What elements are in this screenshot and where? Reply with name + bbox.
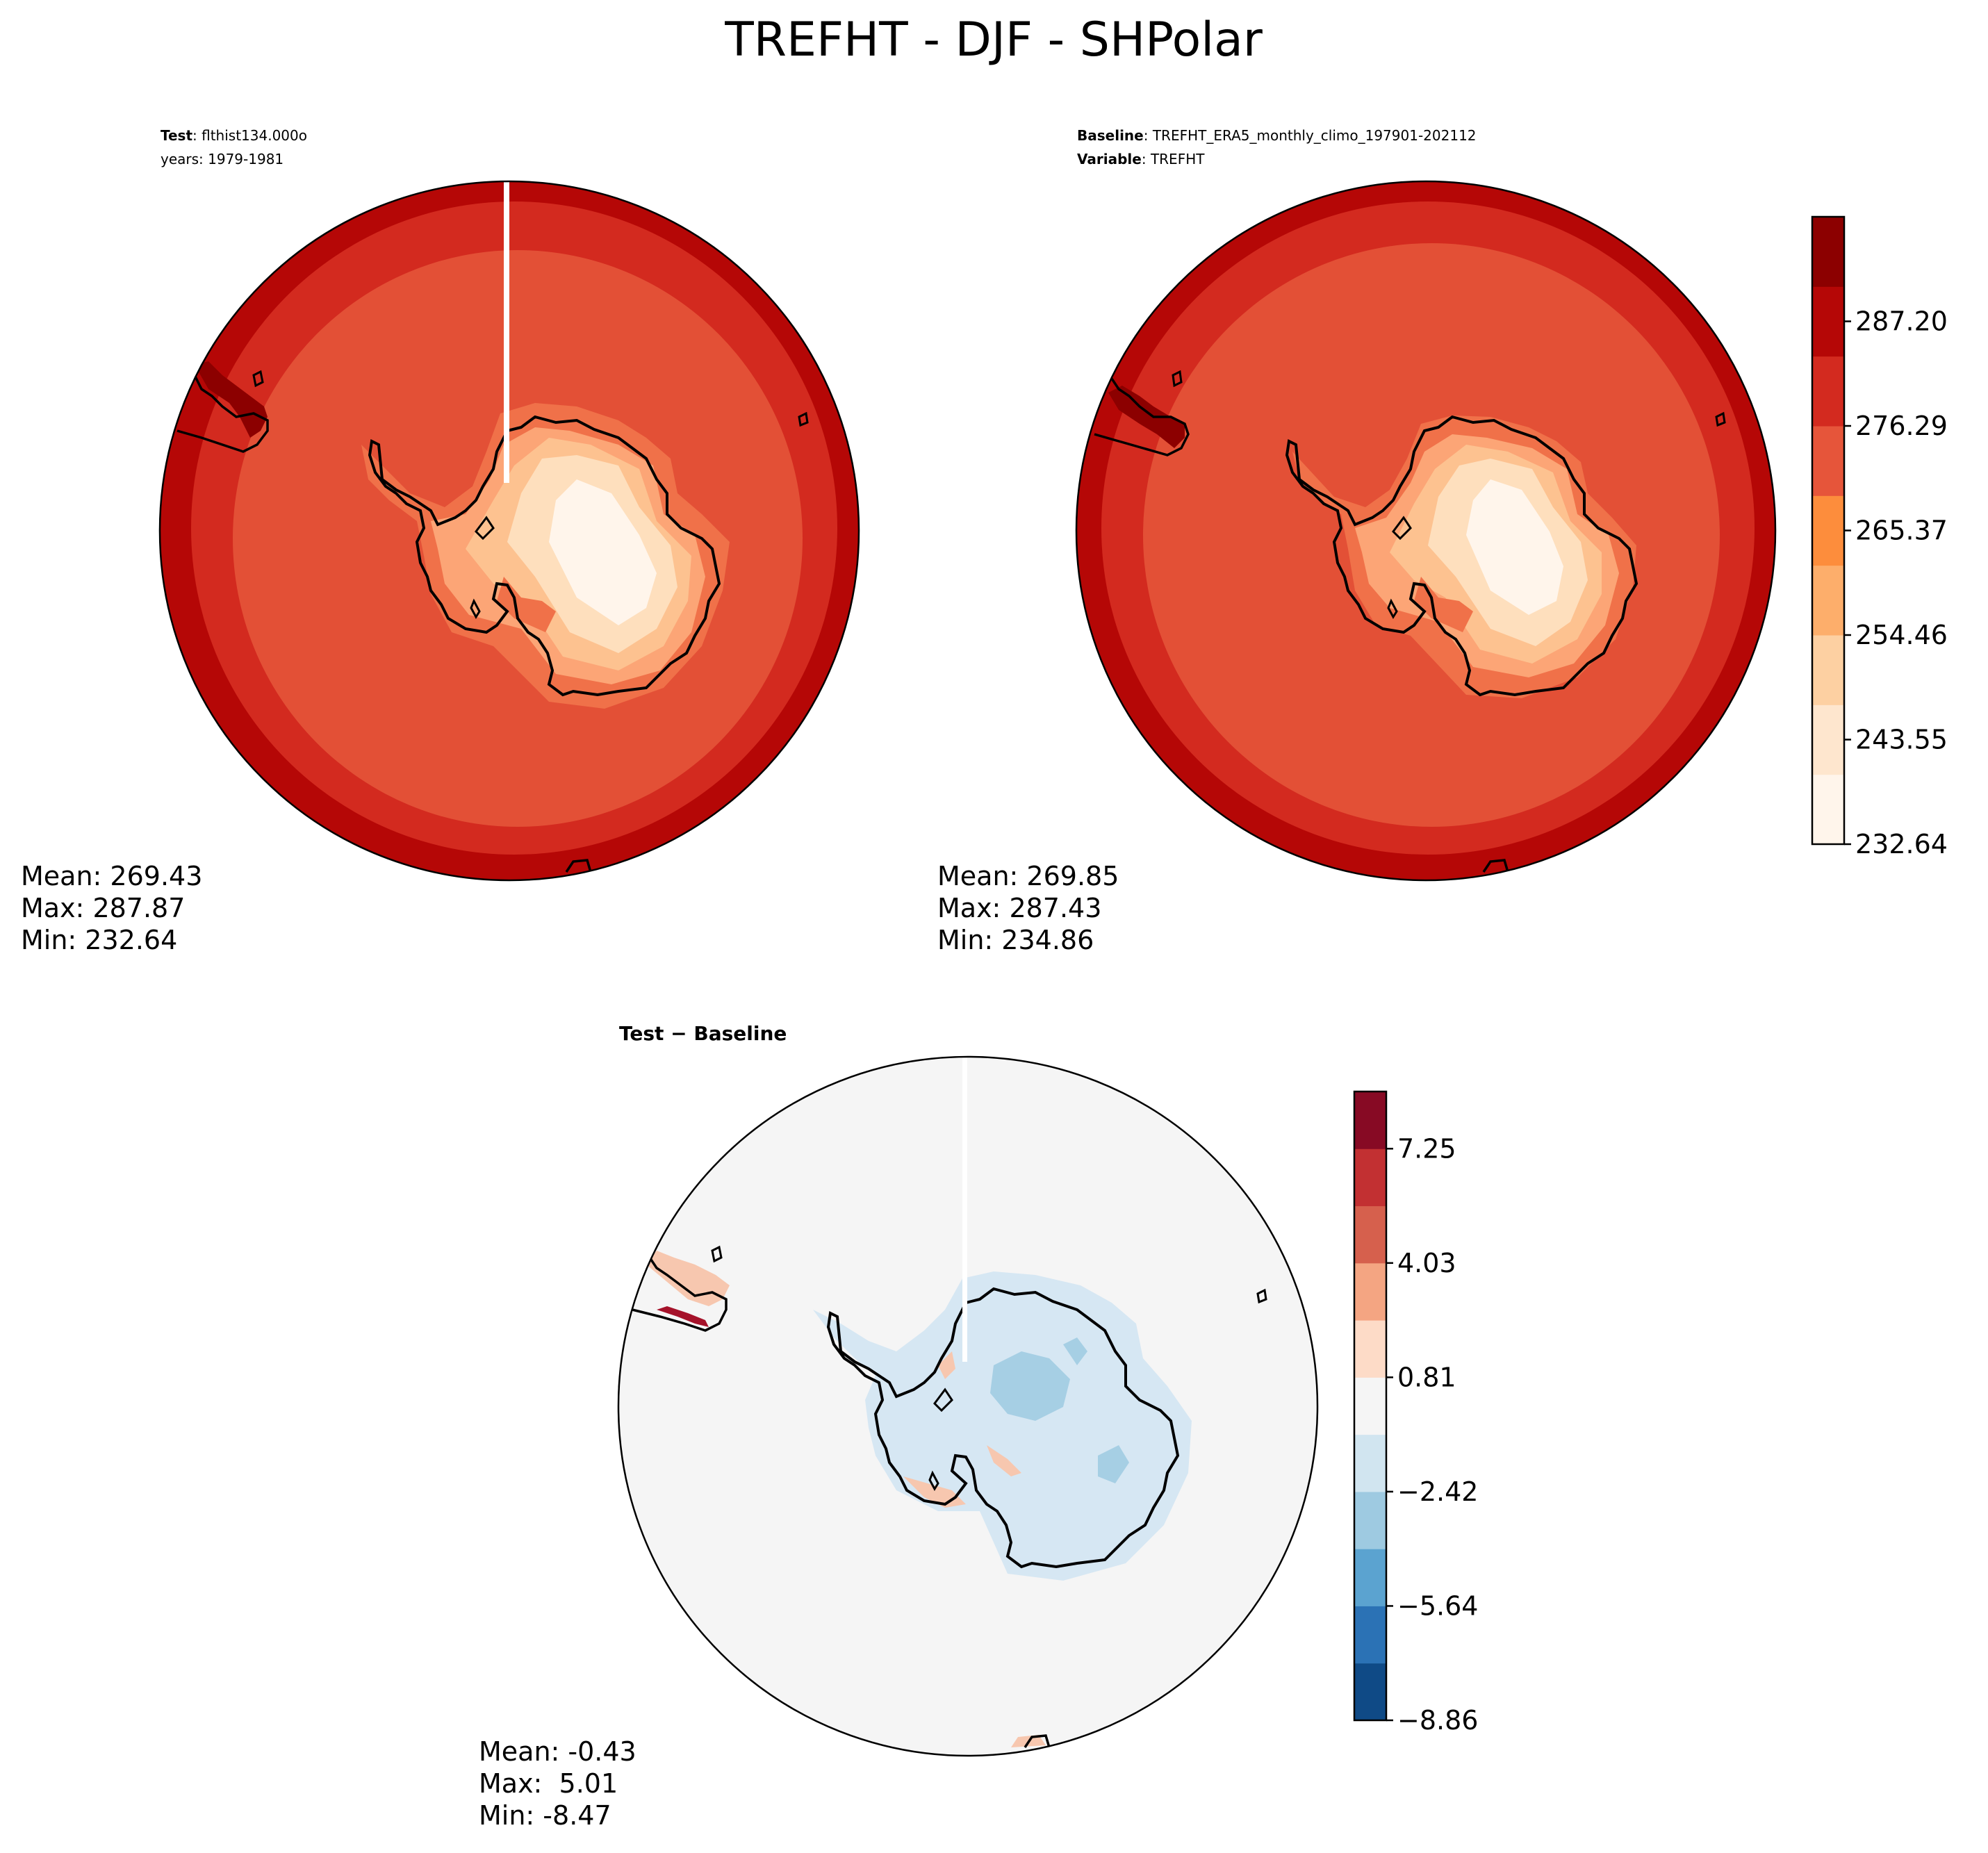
baseline-map-c4 xyxy=(1466,479,1563,615)
baseline-coast-island2 xyxy=(1387,598,1398,619)
baseline-south-america-coast xyxy=(1094,378,1190,456)
temperature-colorbar-segment xyxy=(1812,217,1844,287)
svg-text:Variable: TREFHT: Variable: TREFHT xyxy=(1077,151,1205,167)
diff-map-frame xyxy=(617,1055,1319,1757)
test-map-c4 xyxy=(549,479,657,625)
temperature-colorbar-segment xyxy=(1812,286,1844,357)
diff-coast-island1 xyxy=(933,1387,953,1413)
test-panel: Test: flthist134.000o years: 1979-1981 xyxy=(21,127,860,955)
test-stat-min: Min: 232.64 xyxy=(21,925,177,955)
baseline-stat-mean: Mean: 269.85 xyxy=(937,861,1119,891)
diff-title: Test − Baseline xyxy=(619,1022,787,1045)
diff-map-mid-blue-1 xyxy=(990,1351,1070,1421)
test-coast-australia xyxy=(565,859,592,873)
baseline-panel: Baseline: TREFHT_ERA5_monthly_climo_1979… xyxy=(937,127,1777,955)
difference-colorbar-segment xyxy=(1354,1491,1386,1549)
diff-coast-falkland xyxy=(711,1245,723,1263)
temperature-colorbar-tick-label: 243.55 xyxy=(1855,725,1948,755)
diff-map-mid-blue-2 xyxy=(1098,1445,1129,1483)
baseline-coast-island1 xyxy=(1392,516,1412,541)
baseline-var-key: Variable xyxy=(1077,151,1142,167)
test-map xyxy=(160,181,859,880)
diff-panel: Test − Baseline xyxy=(479,1022,1319,1831)
baseline-map-frame xyxy=(1075,180,1777,882)
test-stat-mean: Mean: 269.43 xyxy=(21,861,202,891)
test-coast-island1 xyxy=(475,516,495,541)
baseline-label-value: : TREFHT_ERA5_monthly_climo_197901-20211… xyxy=(1144,127,1477,144)
difference-colorbar-segment xyxy=(1354,1262,1386,1321)
baseline-stat-max: Max: 287.43 xyxy=(937,893,1101,923)
test-south-america xyxy=(195,361,268,438)
diff-map-mid-blue-3 xyxy=(1063,1337,1087,1365)
difference-colorbar: −8.86 −5.64 −2.42 0.81 4.03 7.25 xyxy=(1353,1090,1478,1736)
test-missing-seam xyxy=(504,181,509,483)
diff-south-america-red xyxy=(657,1306,709,1327)
temperature-colorbar-segment xyxy=(1812,774,1844,845)
baseline-label-key: Baseline xyxy=(1077,127,1144,144)
diff-map-light-blue xyxy=(813,1271,1192,1581)
test-coast-falkland xyxy=(252,370,264,388)
diff-stat-min: Min: -8.47 xyxy=(479,1800,611,1831)
diff-map xyxy=(618,1057,1317,1756)
test-coast-island-east xyxy=(798,411,809,427)
difference-colorbar-segment xyxy=(1354,1606,1386,1664)
baseline-coast-island-east xyxy=(1715,411,1726,427)
difference-colorbar-tick-label: −5.64 xyxy=(1397,1590,1478,1621)
difference-colorbar-tick-label: −2.42 xyxy=(1397,1476,1478,1507)
difference-colorbar-segment xyxy=(1354,1549,1386,1606)
difference-colorbar-segment xyxy=(1354,1377,1386,1435)
test-label-value: : flthist134.000o xyxy=(192,127,307,144)
temperature-colorbar-segment xyxy=(1812,426,1844,496)
test-label-key: Test xyxy=(161,127,192,144)
temperature-colorbar-segment xyxy=(1812,565,1844,636)
test-map-frame xyxy=(158,180,860,882)
figure-title: TREFHT - DJF - SHPolar xyxy=(724,13,1263,67)
temperature-colorbar-tick-label: 232.64 xyxy=(1855,829,1948,859)
diff-map-light-red-2 xyxy=(987,1445,1021,1476)
svg-text:Test: flthist134.000o: Test: flthist134.000o xyxy=(161,127,307,144)
difference-colorbar-segment xyxy=(1354,1205,1386,1264)
temperature-colorbar-segment xyxy=(1812,705,1844,775)
baseline-coast-falkland xyxy=(1172,370,1183,388)
diff-missing-seam xyxy=(962,1057,967,1362)
test-stat-max: Max: 287.87 xyxy=(21,893,185,923)
temperature-colorbar-tick-label: 265.37 xyxy=(1855,516,1948,546)
difference-colorbar-segment xyxy=(1354,1320,1386,1378)
test-coast-island2 xyxy=(470,598,481,619)
baseline-stat-min: Min: 234.86 xyxy=(937,925,1094,955)
diff-south-america-coast xyxy=(632,1257,728,1332)
difference-colorbar-segment xyxy=(1354,1092,1386,1149)
temperature-colorbar-tick-label: 254.46 xyxy=(1855,620,1948,650)
difference-colorbar-tick-label: 7.25 xyxy=(1397,1133,1456,1164)
diff-stat-mean: Mean: -0.43 xyxy=(479,1736,636,1767)
svg-text:Baseline: TREFHT_ERA5_monthly_: Baseline: TREFHT_ERA5_monthly_climo_1979… xyxy=(1077,127,1477,144)
test-years: years: 1979-1981 xyxy=(161,151,284,167)
diff-map-light-red-3 xyxy=(938,1351,955,1379)
temperature-colorbar-segment xyxy=(1812,356,1844,427)
difference-colorbar-tick-label: 0.81 xyxy=(1397,1362,1456,1392)
diff-coast-australia xyxy=(1024,1734,1051,1748)
temperature-colorbar-tick-label: 276.29 xyxy=(1855,411,1948,441)
difference-colorbar-frame xyxy=(1353,1090,1388,1722)
baseline-coast-australia xyxy=(1482,859,1509,873)
baseline-south-america xyxy=(1108,386,1185,448)
diff-stat-max: Max: 5.01 xyxy=(479,1768,618,1799)
difference-colorbar-tick-label: 4.03 xyxy=(1397,1248,1456,1278)
diff-coast-island-east xyxy=(1256,1288,1267,1304)
baseline-var-value: : TREFHT xyxy=(1142,151,1205,167)
temperature-colorbar-segment xyxy=(1812,635,1844,705)
difference-colorbar-segment xyxy=(1354,1434,1386,1492)
temperature-colorbar: 232.64 243.55 254.46 265.37 276.29 287.20 xyxy=(1811,215,1948,859)
baseline-map xyxy=(1076,181,1775,880)
difference-colorbar-segment xyxy=(1354,1663,1386,1721)
difference-colorbar-tick-label: −8.86 xyxy=(1397,1705,1478,1736)
temperature-colorbar-segment xyxy=(1812,495,1844,566)
diff-coast-island2 xyxy=(928,1470,939,1491)
difference-colorbar-segment xyxy=(1354,1148,1386,1207)
test-south-america-coast xyxy=(176,374,269,453)
temperature-colorbar-tick-label: 287.20 xyxy=(1855,306,1948,337)
